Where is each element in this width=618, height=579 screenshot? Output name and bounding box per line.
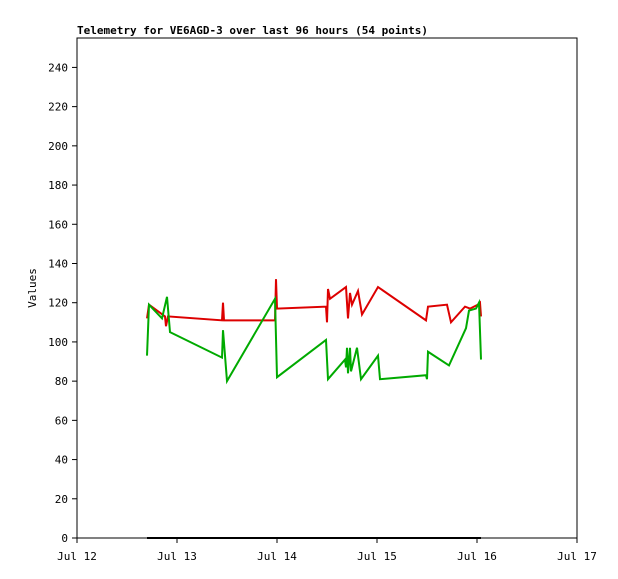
x-tick-label: Jul 16 — [457, 550, 497, 563]
x-tick-label: Jul 15 — [357, 550, 397, 563]
y-tick-label: 40 — [55, 454, 68, 467]
chart-title: Telemetry for VE6AGD-3 over last 96 hour… — [77, 24, 428, 37]
series-line — [146, 295, 482, 385]
y-tick-label: 20 — [55, 493, 68, 506]
y-tick-label: 80 — [55, 375, 68, 388]
y-axis-label: Values — [26, 268, 39, 308]
y-tick-label: 180 — [48, 179, 68, 192]
x-tick-label: Jul 12 — [57, 550, 97, 563]
x-tick-label: Jul 14 — [257, 550, 297, 563]
y-tick-label: 0 — [61, 532, 68, 545]
x-tick-label: Jul 17 — [557, 550, 597, 563]
y-tick-label: 60 — [55, 414, 68, 427]
y-tick-label: 120 — [48, 297, 68, 310]
y-tick-label: 200 — [48, 140, 68, 153]
y-tick-label: 160 — [48, 218, 68, 231]
y-tick-label: 240 — [48, 61, 68, 74]
series-line — [146, 279, 482, 327]
y-tick-label: 220 — [48, 101, 68, 114]
x-tick-label: Jul 13 — [157, 550, 197, 563]
y-tick-label: 100 — [48, 336, 68, 349]
y-tick-label: 140 — [48, 257, 68, 270]
